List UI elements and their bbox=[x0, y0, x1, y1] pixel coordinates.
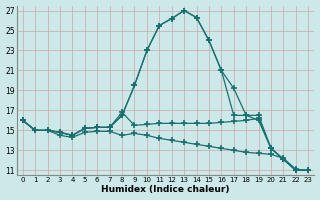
X-axis label: Humidex (Indice chaleur): Humidex (Indice chaleur) bbox=[101, 185, 230, 194]
